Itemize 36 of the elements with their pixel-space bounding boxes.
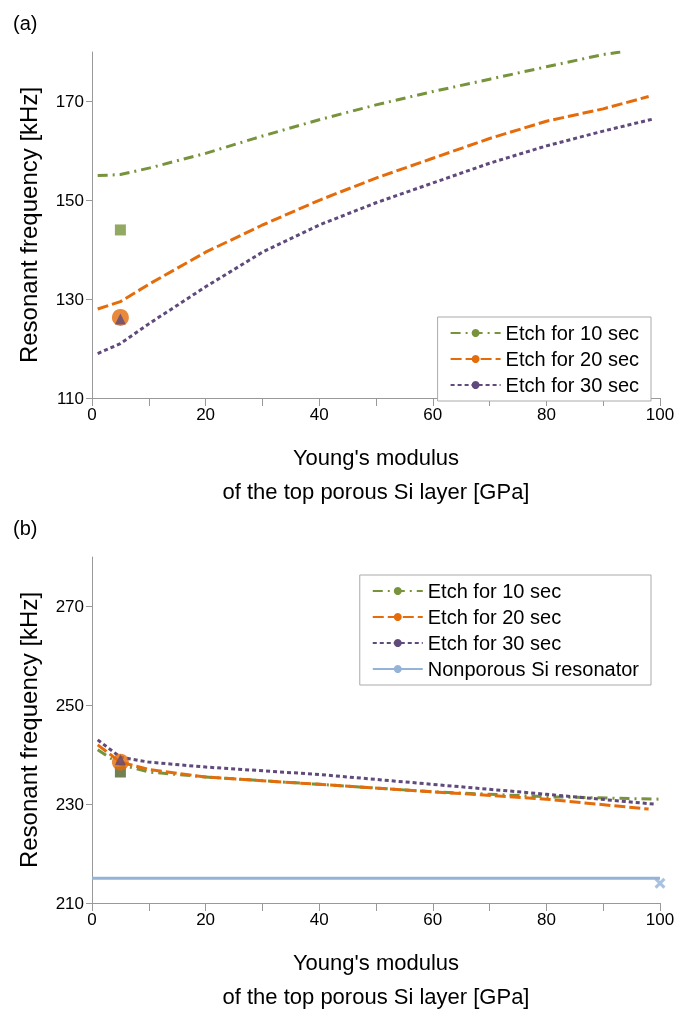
- chart-title: (b): [13, 517, 38, 539]
- y-axis-title: Resonant frequency [kHz]: [14, 86, 42, 364]
- y-tick-label: 110: [56, 388, 84, 408]
- x-axis-title: Young's modulus of the top porous Si layer [GPa]: [222, 444, 530, 504]
- y-tick-label: 130: [55, 289, 84, 309]
- y-axis-title: Resonant frequency [kHz]: [14, 591, 42, 869]
- x-tick-label: 40: [309, 405, 329, 424]
- line-series: [96, 94, 651, 311]
- x-tick-label: 0: [87, 405, 97, 424]
- y-tick-label: 170: [55, 91, 84, 111]
- y-tick-label: 210: [55, 893, 84, 913]
- x-tick-label: 60: [423, 910, 443, 929]
- chart-title: (a): [13, 12, 38, 34]
- point: [654, 877, 666, 889]
- legend-label: Nonporous Si resonator: [427, 658, 640, 680]
- x-tick-label: 80: [536, 405, 556, 424]
- legend-label: Etch for 30 sec: [505, 374, 640, 396]
- legend-label: Etch for 20 sec: [427, 606, 562, 628]
- x-tick-label: 100: [645, 405, 675, 424]
- x-tick-label: 100: [645, 910, 675, 929]
- x-tick-label: 20: [196, 910, 216, 929]
- x-tick-label: 80: [536, 910, 556, 929]
- x-axis-title: Young's modulus of the top porous Si layer [GPa]: [222, 949, 530, 1009]
- legend-label: Etch for 10 sec: [427, 580, 562, 602]
- y-tick-label: 270: [55, 596, 84, 616]
- legend-label: Etch for 20 sec: [505, 348, 640, 370]
- legend-label: Etch for 10 sec: [505, 322, 640, 344]
- line-series: [96, 50, 622, 178]
- y-tick-label: 150: [55, 190, 84, 210]
- x-tick-label: 40: [309, 910, 329, 929]
- y-tick-label: 250: [55, 695, 84, 715]
- x-tick-label: 0: [87, 910, 97, 929]
- legend-label: Etch for 30 sec: [427, 632, 562, 654]
- x-tick-label: 20: [196, 405, 216, 424]
- x-tick-label: 60: [423, 405, 443, 424]
- y-tick-label: 230: [55, 794, 84, 814]
